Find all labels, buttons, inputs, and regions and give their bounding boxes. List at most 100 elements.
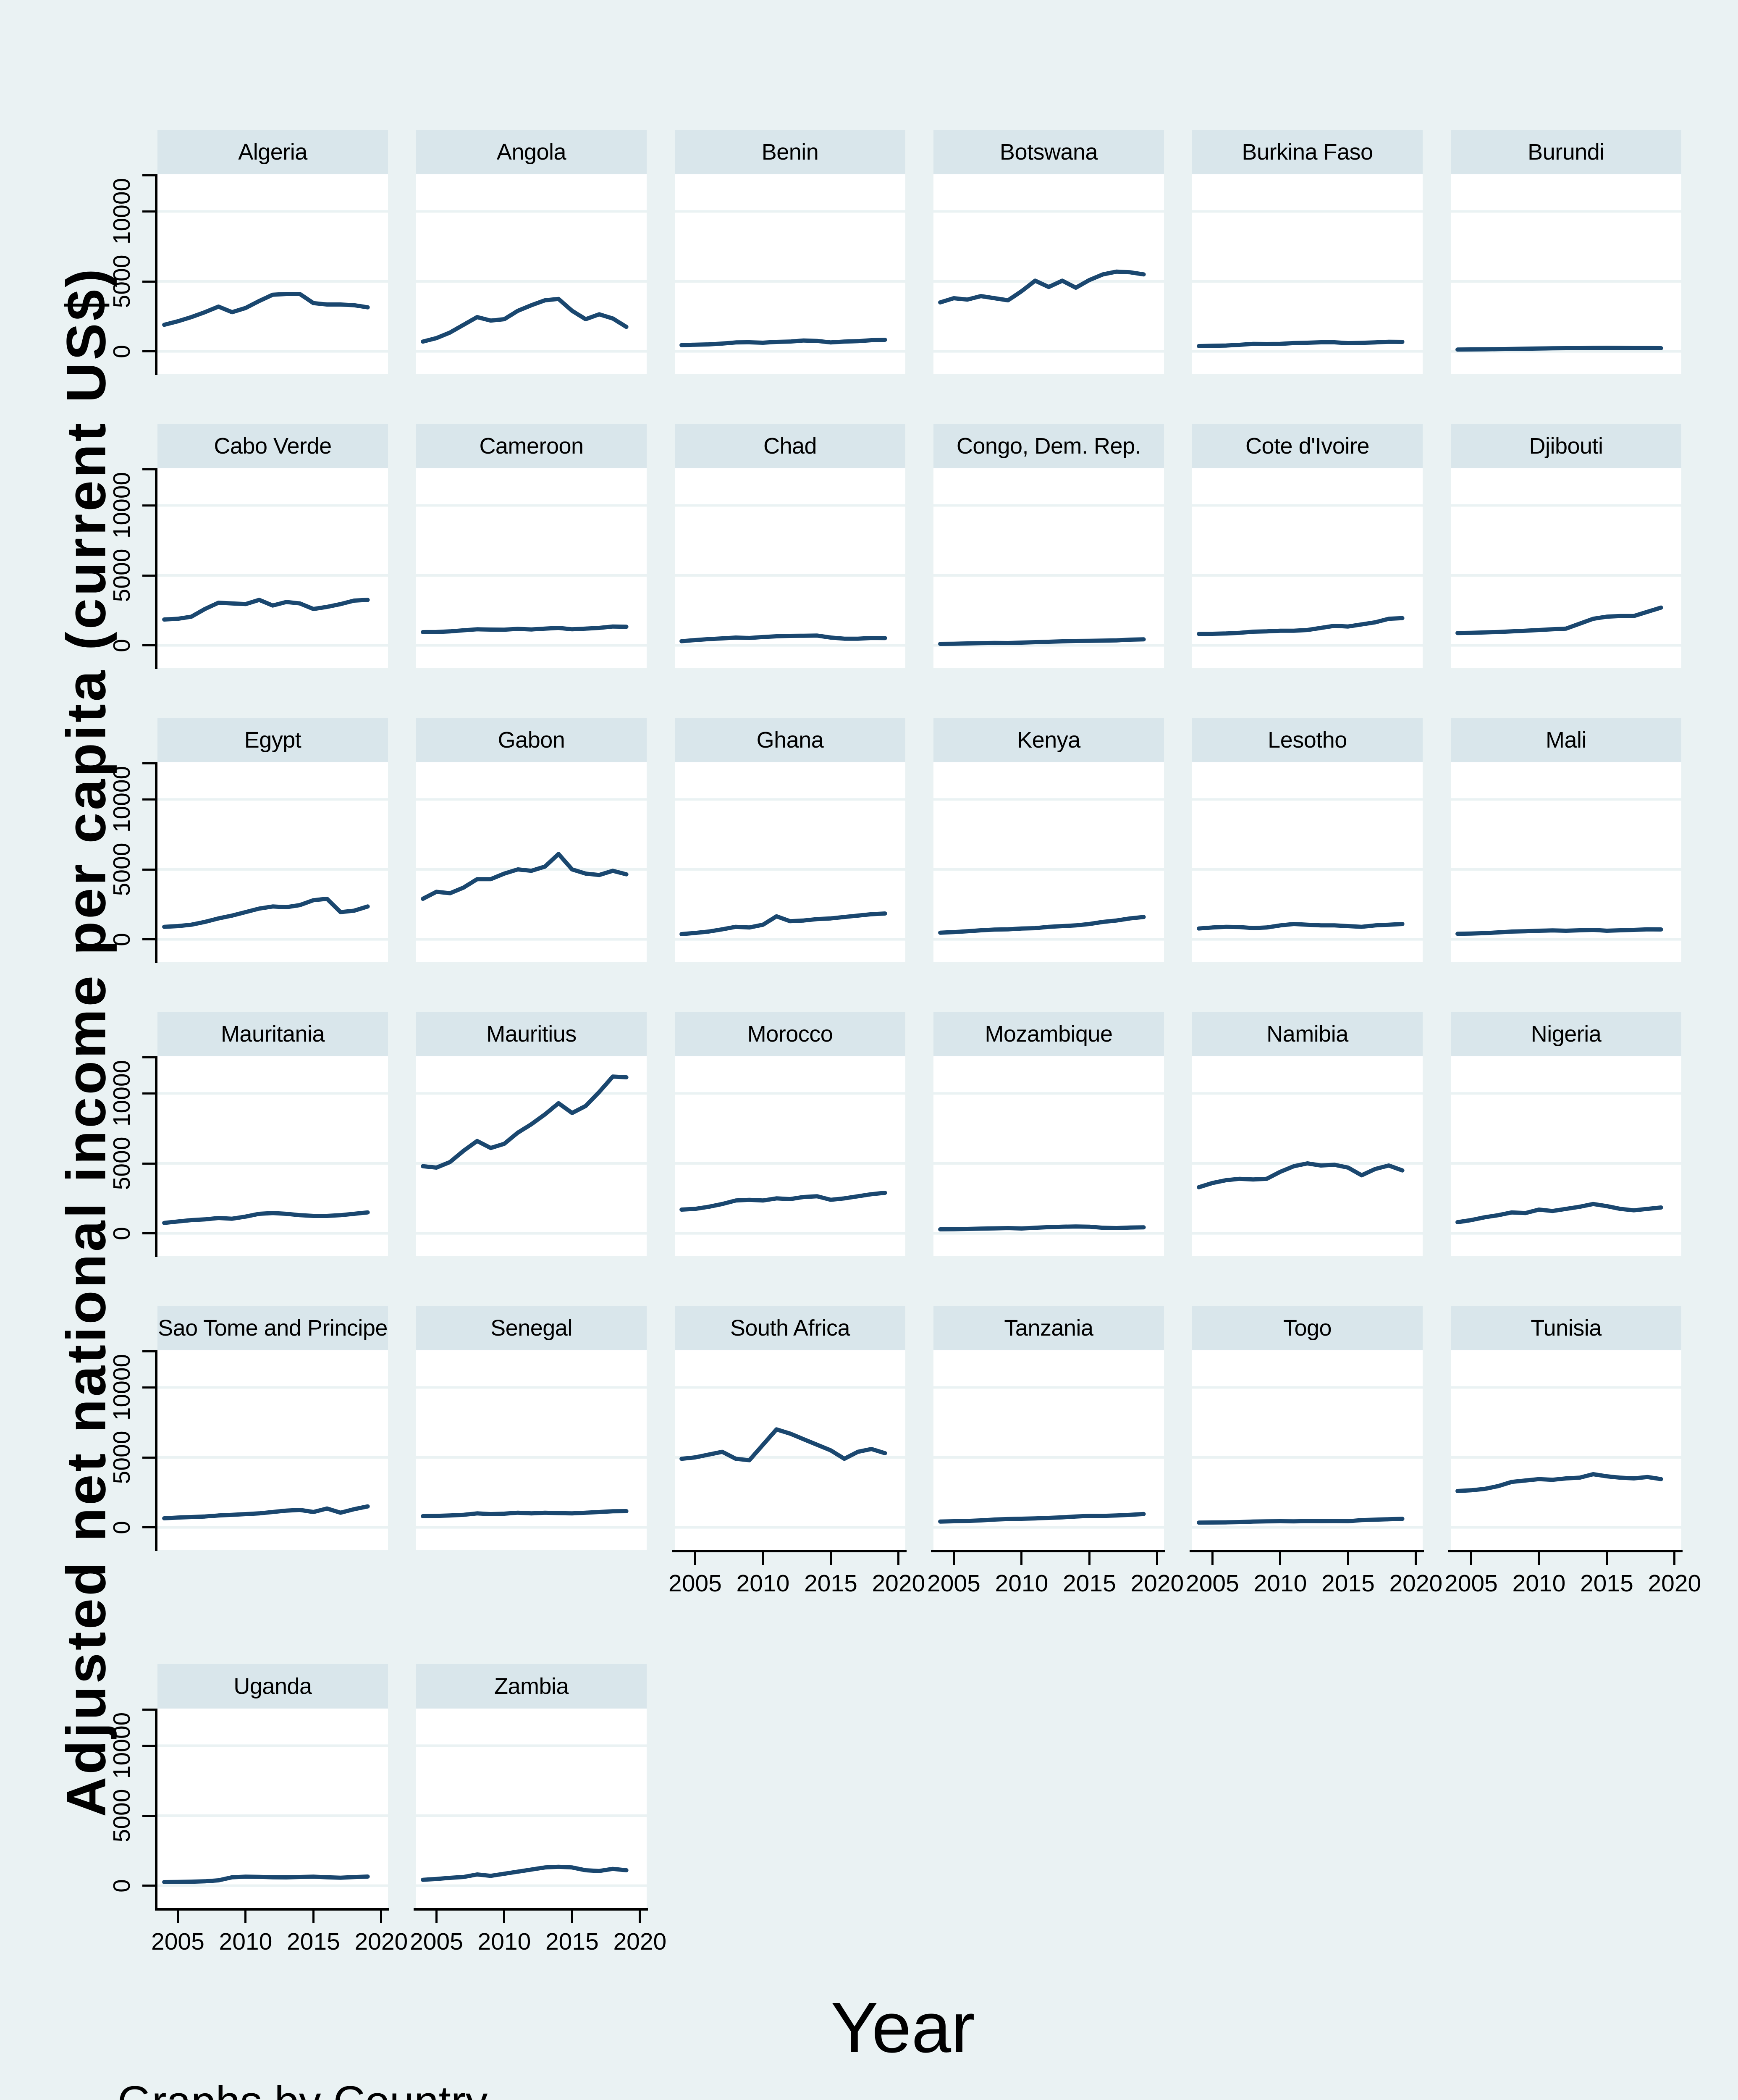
line-chart xyxy=(933,798,1164,941)
panel-title: Burundi xyxy=(1528,139,1604,165)
panel-title: Congo, Dem. Rep. xyxy=(956,433,1141,459)
plot-area xyxy=(1451,174,1681,374)
subplot: Tunisia 2005 2010 2015 2020 xyxy=(1444,1306,1701,1597)
y-tick-label: 10000 xyxy=(108,1354,135,1421)
panel-title: Lesotho xyxy=(1268,727,1347,753)
data-line xyxy=(162,1504,370,1520)
panel-title: Algeria xyxy=(238,139,307,165)
panel-header: Lesotho xyxy=(1192,718,1423,762)
subplot: Nigeria xyxy=(1451,1012,1681,1256)
x-tick xyxy=(244,1911,247,1923)
panel-header: Mauritania xyxy=(157,1012,388,1056)
panel-header: Tunisia xyxy=(1451,1306,1681,1350)
panel-title: Gabon xyxy=(498,727,565,753)
plot-area xyxy=(1451,1056,1681,1256)
y-tick xyxy=(142,174,155,176)
y-tick xyxy=(142,1456,155,1459)
panel-title: Cabo Verde xyxy=(214,433,332,459)
subplot: Mali xyxy=(1451,718,1681,962)
line-chart xyxy=(1192,1386,1423,1529)
line-chart xyxy=(675,210,905,353)
line-chart xyxy=(933,1092,1164,1235)
line-chart xyxy=(1451,210,1681,353)
y-tick xyxy=(142,504,155,507)
y-tick-label: 5000 xyxy=(108,1789,135,1843)
line-chart xyxy=(416,504,647,647)
data-line xyxy=(679,633,887,643)
y-tick xyxy=(142,468,155,470)
subplot: Angola xyxy=(416,130,647,374)
line-chart xyxy=(416,1074,647,1235)
x-tick-label: 2020 xyxy=(1389,1570,1443,1597)
x-tick-label: 2015 xyxy=(1062,1570,1116,1597)
panel-title: Angola xyxy=(496,139,566,165)
x-axis xyxy=(1448,1550,1683,1552)
data-line xyxy=(162,292,370,327)
data-line xyxy=(1197,1517,1405,1525)
y-tick xyxy=(142,1814,155,1817)
y-tick xyxy=(142,280,155,283)
x-tick xyxy=(312,1911,315,1923)
line-chart xyxy=(157,210,388,353)
line-chart xyxy=(1451,504,1681,647)
x-tick-label: 2020 xyxy=(354,1928,408,1955)
panel-header: Cote d'Ivoire xyxy=(1192,424,1423,468)
plot-area xyxy=(1451,468,1681,668)
data-line xyxy=(679,1191,887,1212)
y-axis xyxy=(155,174,157,375)
panel-title: Togo xyxy=(1283,1315,1332,1341)
data-line xyxy=(421,1864,629,1882)
y-tick-label: 10000 xyxy=(108,178,135,245)
line-chart xyxy=(1451,1092,1681,1235)
subplot: Namibia xyxy=(1192,1012,1423,1256)
data-line xyxy=(1197,339,1405,348)
panel-header: Sao Tome and Principe xyxy=(157,1306,388,1350)
line-chart xyxy=(675,1386,905,1529)
line-chart xyxy=(933,504,1164,647)
data-line xyxy=(938,637,1146,646)
panel-title: Botswana xyxy=(999,139,1098,165)
x-tick-label: 2005 xyxy=(151,1928,204,1955)
y-tick xyxy=(142,1709,155,1711)
x-tick-label: 2020 xyxy=(613,1928,667,1955)
y-tick xyxy=(142,210,155,213)
panel-header: Kenya xyxy=(933,718,1164,762)
panel-header: Togo xyxy=(1192,1306,1423,1350)
data-line xyxy=(679,338,887,347)
y-tick-label: 0 xyxy=(108,1879,135,1893)
line-chart xyxy=(675,798,905,941)
panel-title: Cote d'Ivoire xyxy=(1245,433,1369,459)
y-tick xyxy=(142,938,155,941)
plot-area xyxy=(416,1056,647,1256)
panel-header: Angola xyxy=(416,130,647,174)
data-line xyxy=(679,1427,887,1462)
line-chart xyxy=(416,210,647,353)
data-line xyxy=(421,852,629,901)
plot-area: 2005 2010 2015 2020 xyxy=(1186,1350,1442,1597)
line-chart xyxy=(1451,1386,1681,1529)
subplot: Cabo Verde 0 5000 10000 xyxy=(108,424,388,669)
y-tick xyxy=(142,868,155,871)
plot-area: 0 5000 10000 xyxy=(108,468,388,669)
plot-area: 0 5000 10000 xyxy=(108,1056,388,1257)
panel-title: Sao Tome and Principe xyxy=(158,1315,388,1341)
panel-title: Nigeria xyxy=(1531,1021,1602,1047)
subplot: Chad xyxy=(675,424,905,668)
data-line xyxy=(938,269,1146,304)
data-line xyxy=(1455,1472,1663,1493)
x-tick-label: 2005 xyxy=(927,1570,980,1597)
subplot: Morocco xyxy=(675,1012,905,1256)
y-tick xyxy=(142,762,155,764)
x-tick-label: 2005 xyxy=(1186,1570,1239,1597)
x-tick xyxy=(762,1552,764,1565)
x-tick xyxy=(176,1911,179,1923)
data-line xyxy=(162,897,370,929)
x-tick-label: 2015 xyxy=(545,1928,599,1955)
plot-area xyxy=(1192,762,1423,962)
x-tick-label: 2005 xyxy=(668,1570,722,1597)
x-tick xyxy=(1211,1552,1214,1565)
panel-header: Djibouti xyxy=(1451,424,1681,468)
data-line xyxy=(1197,1161,1405,1189)
panel-title: Chad xyxy=(763,433,817,459)
x-axis xyxy=(414,1908,648,1911)
